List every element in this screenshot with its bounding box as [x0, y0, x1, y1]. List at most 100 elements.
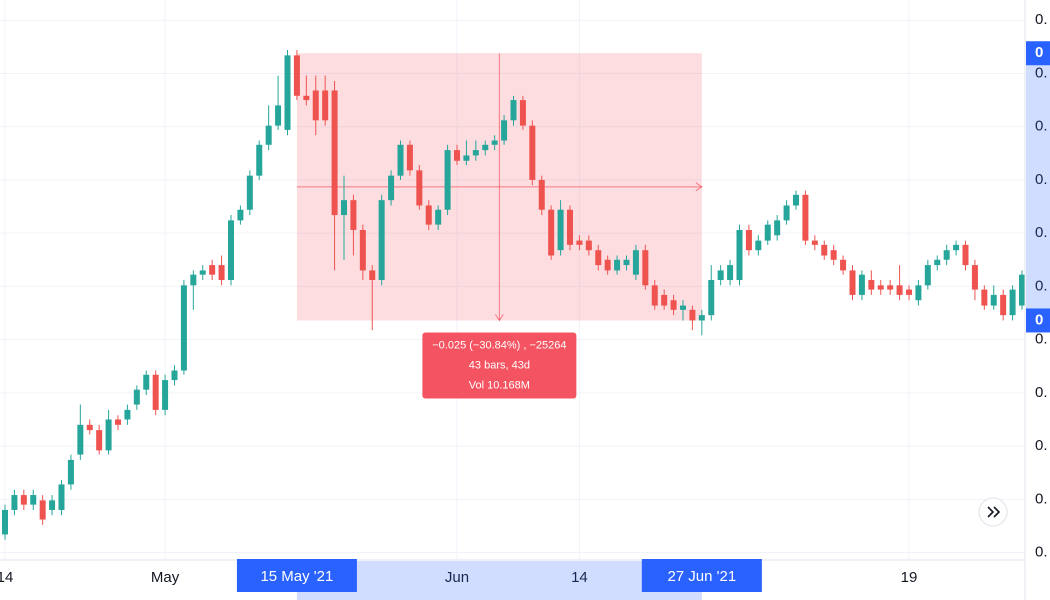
- candle-body: [783, 205, 790, 221]
- measure-v-arrow: [494, 314, 504, 322]
- candle-body: [20, 495, 27, 505]
- scroll-button[interactable]: [978, 497, 1008, 527]
- candle-body: [953, 244, 960, 251]
- candle-body: [293, 55, 300, 96]
- candle-body: [378, 200, 385, 280]
- y-range-label: 0: [1035, 311, 1043, 328]
- candle-body: [962, 244, 969, 266]
- candle-body: [717, 270, 724, 280]
- candle-body: [199, 270, 206, 275]
- y-tick-label: 0.: [1035, 437, 1048, 454]
- candle-body: [322, 90, 329, 121]
- candle-body: [1000, 294, 1007, 316]
- candle-body: [152, 374, 159, 410]
- candle-body: [96, 430, 103, 451]
- measure-text: 43 bars, 43d: [469, 359, 530, 371]
- grid: [0, 0, 1025, 560]
- candle-body: [397, 144, 404, 176]
- candle-body: [124, 409, 131, 420]
- candle-body: [425, 205, 432, 225]
- candle-body: [915, 285, 922, 301]
- x-tick-label: May: [151, 569, 180, 586]
- candle-body: [858, 274, 865, 295]
- candle-body: [265, 125, 272, 145]
- y-range-highlight: [1026, 53, 1050, 321]
- x-range-label: 27 Jun '21: [667, 568, 736, 585]
- candle-body: [821, 244, 828, 256]
- x-tick-label: 19: [901, 569, 918, 586]
- candle-body: [623, 259, 630, 266]
- candle-body: [133, 389, 140, 405]
- y-tick-label: 0.: [1035, 118, 1048, 135]
- candle-body: [538, 179, 545, 210]
- candle-body: [331, 90, 338, 216]
- candle-body: [896, 285, 903, 295]
- measure-tooltip: [422, 332, 577, 399]
- candle-body: [369, 270, 376, 280]
- y-range-label: 0: [1035, 44, 1043, 61]
- candle-body: [840, 259, 847, 271]
- candle-body: [698, 315, 705, 321]
- candle-body: [642, 250, 649, 286]
- candle-body: [849, 270, 856, 295]
- candle-body: [388, 175, 395, 201]
- x-range-highlight: [296, 561, 702, 600]
- candle-body: [312, 90, 319, 121]
- candle-body: [58, 484, 65, 510]
- candle-body: [981, 289, 988, 306]
- candle-body: [491, 140, 498, 145]
- candle-body: [444, 150, 451, 210]
- candle-body: [284, 55, 291, 130]
- measure-box: −0.025 (−30.84%) , −25264 43 bars, 43d Vol…: [296, 53, 703, 399]
- candles: [2, 50, 1025, 540]
- x-range-label-bg: [236, 559, 357, 592]
- candle-body: [943, 250, 950, 260]
- candle-body: [661, 294, 668, 306]
- y-tick-label: 0.: [1035, 544, 1048, 561]
- candle-body: [811, 240, 818, 245]
- candle-body: [115, 419, 121, 425]
- candle-body: [11, 495, 18, 510]
- candle-body: [105, 419, 112, 451]
- candle-body: [830, 250, 837, 260]
- measure-h-arrow: [695, 182, 703, 192]
- candle-body: [670, 300, 677, 310]
- candle-body: [190, 274, 197, 286]
- candle-body: [510, 100, 517, 121]
- candle-body: [708, 280, 715, 316]
- candle-body: [614, 259, 621, 271]
- x-tick-label: Jun: [445, 569, 469, 586]
- candle-body: [990, 294, 997, 306]
- scroll-icon[interactable]: [987, 506, 1001, 518]
- candle-body: [1009, 289, 1016, 316]
- candle-body: [557, 209, 564, 251]
- candle-body: [1019, 274, 1025, 306]
- candle-body: [764, 224, 771, 241]
- y-tick-label: 0.: [1035, 171, 1048, 188]
- candle-body: [228, 220, 234, 280]
- candle-body: [924, 265, 931, 286]
- candle-body: [868, 280, 875, 290]
- candle-body: [218, 265, 225, 280]
- candle-body: [585, 240, 592, 251]
- candle-body: [416, 170, 423, 206]
- axes: 0. 0. 0. 0. 0. 0. 0. 0. 0. 0. 0. 14 May Jun 14 19 15 May…: [0, 11, 1050, 600]
- candle-body: [482, 144, 489, 151]
- candle-body: [2, 509, 8, 535]
- candle-body: [359, 229, 366, 271]
- x-range-label: 15 May '21: [260, 568, 333, 585]
- y-range-label-bg: [1026, 308, 1050, 333]
- x-tick-label: 14: [0, 569, 13, 586]
- y-tick-label: 0.: [1035, 384, 1048, 401]
- candle-body: [30, 495, 37, 505]
- y-tick-label: 0.: [1035, 11, 1048, 28]
- candle-body: [472, 150, 479, 156]
- candle-body: [143, 374, 150, 390]
- candle-body: [162, 380, 169, 410]
- candle-body: [39, 500, 46, 520]
- x-range-label-bg: [641, 559, 762, 592]
- candle-body: [736, 229, 743, 280]
- candle-body: [877, 285, 884, 290]
